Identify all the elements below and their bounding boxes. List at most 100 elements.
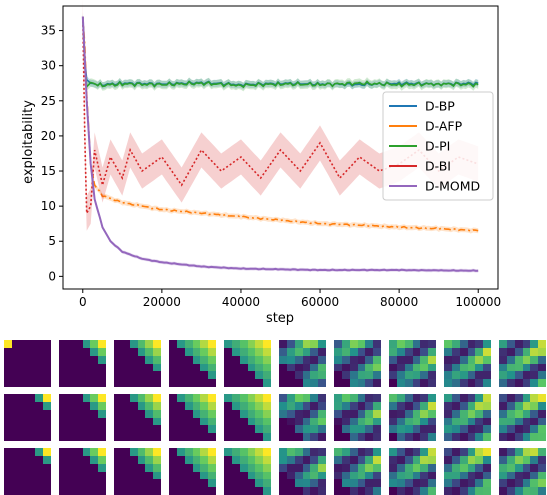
- heatmap-cell: [11, 417, 21, 426]
- heatmap-cell: [538, 448, 547, 457]
- heatmap-cell: [137, 371, 146, 380]
- heatmap-cell: [499, 347, 508, 357]
- heatmap-cell: [184, 340, 193, 349]
- heatmap-cell: [310, 379, 319, 388]
- heatmap-cell: [43, 425, 52, 434]
- heatmap-cell: [286, 471, 296, 480]
- heatmap-cell: [499, 363, 508, 372]
- legend-label: D-BP: [425, 99, 455, 114]
- heatmap-cell: [506, 433, 516, 442]
- heatmap-cell: [231, 448, 241, 457]
- heatmap-cell: [341, 347, 351, 357]
- heatmap-cell: [428, 463, 437, 472]
- heatmap-cell: [459, 479, 468, 488]
- heatmap-cell: [318, 455, 327, 465]
- heatmap-cell: [428, 433, 437, 442]
- heatmap-cell: [444, 394, 453, 403]
- heatmap-cell: [200, 425, 209, 434]
- heatmap-cell: [467, 487, 476, 495]
- heatmap-cell: [184, 463, 193, 472]
- heatmap-cell: [66, 401, 76, 411]
- heatmap-cell: [208, 471, 217, 480]
- heatmap-cell: [357, 409, 366, 418]
- heatmap-cell: [318, 347, 327, 357]
- heatmap-cell: [294, 479, 303, 488]
- heatmap-cell: [412, 379, 421, 388]
- heatmap-cell: [499, 371, 508, 380]
- heatmap-cell: [200, 417, 209, 426]
- heatmap-cell: [334, 425, 343, 434]
- band-d-bp: [82, 13, 479, 90]
- heatmap-cell: [255, 433, 264, 442]
- heatmap-cell: [247, 409, 256, 418]
- heatmap-cell: [184, 448, 193, 457]
- heatmap-cell: [90, 417, 99, 426]
- heatmap-cell: [200, 479, 209, 488]
- heatmap-cell: [349, 463, 358, 472]
- heatmap-cell: [145, 487, 154, 495]
- heatmap-cell: [184, 394, 193, 403]
- heatmap-cell: [294, 409, 303, 418]
- heatmap-cell: [59, 394, 68, 403]
- heatmap-cell: [318, 433, 327, 442]
- heatmap-cell: [310, 433, 319, 442]
- heatmap-cell: [365, 417, 374, 426]
- heatmap-tile: [444, 448, 492, 495]
- heatmap-cell: [279, 487, 288, 495]
- heatmap-cell: [318, 448, 327, 457]
- heatmap-cell: [506, 394, 516, 403]
- exploitability-chart: 0 20000 40000 60000 80000 100000 0 5 10 15 20 25 30 3…: [21, 0, 501, 326]
- heatmap-cell: [121, 425, 131, 434]
- heatmap-cell: [184, 433, 193, 442]
- heatmap-cell: [373, 347, 382, 357]
- heatmap-cell: [200, 379, 209, 388]
- heatmap-cell: [43, 379, 52, 388]
- heatmap-cell: [247, 487, 256, 495]
- heatmap-tile: [279, 448, 327, 495]
- heatmap-cell: [27, 417, 36, 426]
- heatmap-cell: [224, 401, 233, 411]
- heatmap-cell: [499, 394, 508, 403]
- heatmap-cell: [506, 455, 516, 465]
- heatmap-cell: [444, 471, 453, 480]
- heatmap-cell: [74, 417, 83, 426]
- heatmap-cell: [27, 340, 36, 349]
- heatmap-cell: [98, 340, 107, 349]
- heatmap-cell: [428, 347, 437, 357]
- heatmap-cell: [176, 355, 186, 364]
- heatmap-cell: [263, 417, 272, 426]
- heatmap-cell: [176, 363, 186, 372]
- heatmap-cell: [444, 448, 453, 457]
- heatmap-cell: [444, 425, 453, 434]
- heatmap-cell: [538, 371, 547, 380]
- heatmap-cell: [35, 363, 44, 372]
- heatmap-tile: [4, 394, 52, 442]
- heatmap-cell: [279, 409, 288, 418]
- heatmap-cell: [98, 417, 107, 426]
- heatmap-cell: [169, 417, 178, 426]
- heatmap-cell: [137, 471, 146, 480]
- heatmap-cell: [334, 363, 343, 372]
- heatmap-cell: [35, 394, 44, 403]
- heatmap-cell: [373, 433, 382, 442]
- heatmap-cell: [530, 471, 539, 480]
- heatmap-cell: [444, 379, 453, 388]
- heatmap-cell: [59, 347, 68, 357]
- y-tick-label: 30: [41, 59, 56, 73]
- heatmap-cell: [82, 401, 91, 411]
- heatmap-cell: [318, 379, 327, 388]
- heatmap-cell: [90, 455, 99, 465]
- heatmap-cell: [19, 340, 28, 349]
- heatmap-cell: [318, 371, 327, 380]
- heatmap-cell: [114, 471, 123, 480]
- heatmap-cell: [279, 425, 288, 434]
- heatmap-cell: [294, 363, 303, 372]
- heatmap-cell: [129, 471, 138, 480]
- heatmap-cell: [334, 340, 343, 349]
- heatmap-cell: [263, 394, 272, 403]
- heatmap-cell: [114, 417, 123, 426]
- heatmap-cell: [145, 417, 154, 426]
- heatmap-cell: [4, 471, 13, 480]
- heatmap-cell: [396, 471, 406, 480]
- heatmap-cell: [522, 371, 531, 380]
